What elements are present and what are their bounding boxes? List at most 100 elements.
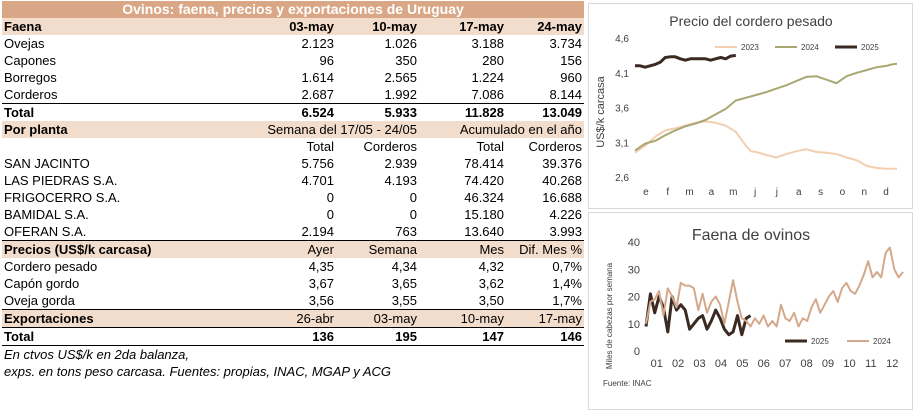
export-header-label: Exportaciones <box>4 311 94 326</box>
faena-row: Capones 96 350 280 156 <box>2 52 584 69</box>
table-title: Ovinos: faena, precios y exportaciones d… <box>2 1 584 18</box>
planta-row-cell: 46.324 <box>464 190 504 205</box>
export-header-col1: 26-abr <box>296 311 334 326</box>
faena-row-cell: 2.123 <box>301 36 334 51</box>
planta-row-cell: 2.939 <box>384 156 417 171</box>
y-tick-label: 4,1 <box>615 69 629 80</box>
export-total-label: Total <box>4 329 35 344</box>
precios-row-cell: 3,50 <box>478 293 504 308</box>
x-tick-label: m <box>685 187 693 198</box>
export-header-col2: 03-may <box>373 311 417 326</box>
faena-row-cell: 3.734 <box>549 36 582 51</box>
faena-row: Ovejas 2.123 1.026 3.188 3.734 <box>2 35 584 52</box>
legend-label-2024: 2024 <box>801 43 819 52</box>
faena-total-col1: 6.524 <box>301 105 334 120</box>
precios-row-cell: 3,55 <box>391 293 417 308</box>
x-tick-label: a <box>709 187 715 198</box>
x-tick-label: f <box>666 187 669 198</box>
planta-row-cell: 3.993 <box>549 224 582 239</box>
faena-row-cell: 2.565 <box>384 70 417 85</box>
x-tick-label: 10 <box>843 358 855 370</box>
x-tick-label: j <box>753 187 756 198</box>
planta-row-cell: 39.376 <box>542 156 582 171</box>
planta-rows: SAN JACINTO 5.756 2.939 78.414 39.376 LAS PIE… <box>2 155 584 240</box>
y-tick-label: 2,6 <box>615 173 629 184</box>
x-tick-label: 12 <box>886 358 898 370</box>
price-chart-legend: 2023 2024 2025 <box>715 43 879 52</box>
price-chart-title: Precio del cordero pesado <box>669 13 833 29</box>
x-tick-label: 09 <box>822 358 834 370</box>
summary-table: Ovinos: faena, precios y exportaciones d… <box>2 1 584 380</box>
export-header-col3: 10-may <box>460 311 504 326</box>
planta-row-cell: LAS PIEDRAS S.A. <box>4 173 118 188</box>
planta-header: Por planta Semana del 17/05 - 24/05 Acum… <box>2 121 584 138</box>
faena-total-col4: 13.049 <box>542 105 582 120</box>
price-chart-svg: Precio del cordero pesado US$/k carcasa … <box>595 13 898 198</box>
export-header-col4: 17-may <box>538 311 582 326</box>
planta-row-cell: OFERAN S.A. <box>4 224 87 239</box>
slaughter-chart-series <box>644 246 904 337</box>
series-line-2025 <box>644 292 752 337</box>
export-total-col2: 195 <box>395 329 417 344</box>
export-total-row: Total 136 195 147 146 <box>2 327 584 346</box>
planta-row-cell: 16.688 <box>542 190 582 205</box>
precios-row-cell: 4,32 <box>478 259 504 274</box>
price-chart: Precio del cordero pesado US$/k carcasa … <box>588 3 913 209</box>
x-tick-label: s <box>818 187 823 198</box>
precios-row-cell: 4,34 <box>391 259 417 274</box>
faena-rows: Ovejas 2.123 1.026 3.188 3.734 Capones 96 350 28… <box>2 35 584 103</box>
faena-row-cell: 156 <box>560 53 582 68</box>
planta-header-year: Acumulado en el año <box>459 122 582 137</box>
export-header: Exportaciones 26-abr 03-may 10-may 17-ma… <box>2 309 584 327</box>
slaughter-chart-ticks: 0 10 20 30 40 01 02 03 04 05 06 07 08 09 10 11 12 <box>628 237 899 370</box>
faena-header-col3: 17-may <box>459 19 504 34</box>
export-total-col1: 136 <box>312 329 334 344</box>
precios-rows: Cordero pesado 4,35 4,34 4,32 0,7% Capón gord… <box>2 258 584 309</box>
y-tick-label: 0 <box>634 346 640 358</box>
planta-row-cell: 13.640 <box>464 224 504 239</box>
faena-total-col3: 11.828 <box>464 105 504 120</box>
planta-row-cell: 15.180 <box>464 207 504 222</box>
precios-header-label: Precios (US$/k carcasa) <box>4 242 152 257</box>
faena-header-col1: 03-may <box>289 19 334 34</box>
faena-row-cell: 1.224 <box>471 70 504 85</box>
export-total-col3: 147 <box>482 329 504 344</box>
faena-row-cell: Ovejas <box>4 36 45 51</box>
faena-header-label: Faena <box>4 19 42 34</box>
faena-total-row: Total 6.524 5.933 11.828 13.049 <box>2 103 584 121</box>
precios-header-col4: Dif. Mes % <box>519 242 582 257</box>
planta-row-cell: 5.756 <box>301 156 334 171</box>
faena-row-cell: 1.614 <box>301 70 334 85</box>
slaughter-chart-source: Fuente: INAC <box>603 379 652 388</box>
precios-header-col3: Mes <box>479 242 504 257</box>
y-tick-label: 20 <box>628 292 640 304</box>
slaughter-chart-title: Faena de ovinos <box>692 227 810 244</box>
faena-row-cell: 1.992 <box>384 87 417 102</box>
planta-row-cell: 0 <box>326 207 334 222</box>
x-tick-label: 04 <box>715 358 727 370</box>
y-tick-label: 30 <box>628 264 640 276</box>
precios-header: Precios (US$/k carcasa) Ayer Semana Mes … <box>2 240 584 258</box>
planta-row-cell: 40.268 <box>542 173 582 188</box>
precios-row-cell: 1,7% <box>552 293 582 308</box>
precios-row: Cordero pesado 4,35 4,34 4,32 0,7% <box>2 258 584 275</box>
faena-row-cell: 7.086 <box>471 87 504 102</box>
y-tick-label: 40 <box>628 237 640 249</box>
precios-row-cell: 0,7% <box>552 259 582 274</box>
x-tick-label: d <box>883 187 889 198</box>
precios-row-cell: 3,67 <box>308 276 334 291</box>
planta-row-cell: 763 <box>395 224 417 239</box>
price-chart-series <box>634 53 898 170</box>
precios-row: Oveja gorda 3,56 3,55 3,50 1,7% <box>2 292 584 309</box>
slaughter-chart: Faena de ovinos Miles de cabezas por sem… <box>588 212 913 410</box>
faena-total-label: Total <box>4 105 35 120</box>
precios-row-cell: 4,35 <box>308 259 334 274</box>
faena-header-col4: 24-may <box>537 19 582 34</box>
precios-header-col2: Semana <box>368 242 417 257</box>
faena-row-cell: 1.026 <box>384 36 417 51</box>
series-line-2025 <box>635 53 737 69</box>
precios-row-cell: Oveja gorda <box>4 293 75 308</box>
x-tick-label: 06 <box>758 358 770 370</box>
faena-row: Corderos 2.687 1.992 7.086 8.144 <box>2 86 584 103</box>
planta-row-cell: 0 <box>326 190 334 205</box>
